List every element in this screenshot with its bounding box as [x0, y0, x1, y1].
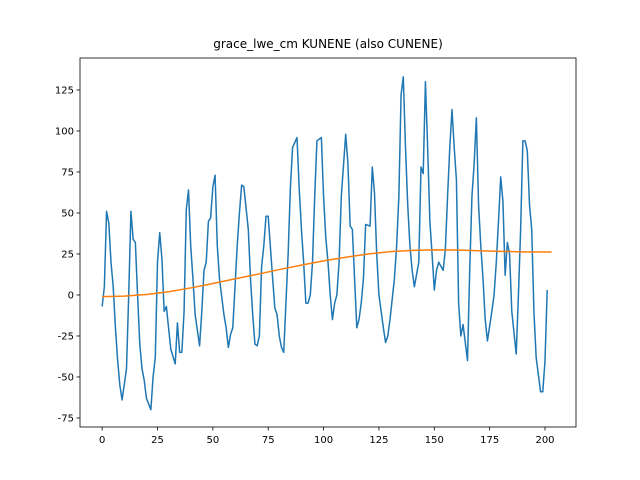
x-tick-label: 125 [369, 435, 388, 446]
x-tick-label: 0 [99, 435, 105, 446]
x-tick-label: 150 [425, 435, 444, 446]
x-tick-label: 25 [151, 435, 164, 446]
x-tick-label: 100 [314, 435, 333, 446]
line-series [101, 76, 548, 411]
x-tick-label: 200 [535, 435, 554, 446]
y-tick-label: -25 [58, 331, 74, 342]
x-tick-label: 75 [262, 435, 275, 446]
y-tick-label: -50 [58, 372, 74, 383]
y-tick-label: 25 [61, 249, 74, 260]
plot-frame [79, 57, 577, 428]
y-tick-label: 0 [68, 290, 74, 301]
x-tick-label: 175 [480, 435, 499, 446]
y-tick-label: -75 [58, 413, 74, 424]
y-tick-label: 125 [55, 85, 74, 96]
line-series [102, 249, 552, 298]
x-tick-label: 50 [206, 435, 219, 446]
chart-title: grace_lwe_cm KUNENE (also CUNENE) [213, 37, 443, 51]
y-tick-label: 75 [61, 167, 74, 178]
y-tick-label: 100 [55, 126, 74, 137]
y-tick-label: 50 [61, 208, 74, 219]
